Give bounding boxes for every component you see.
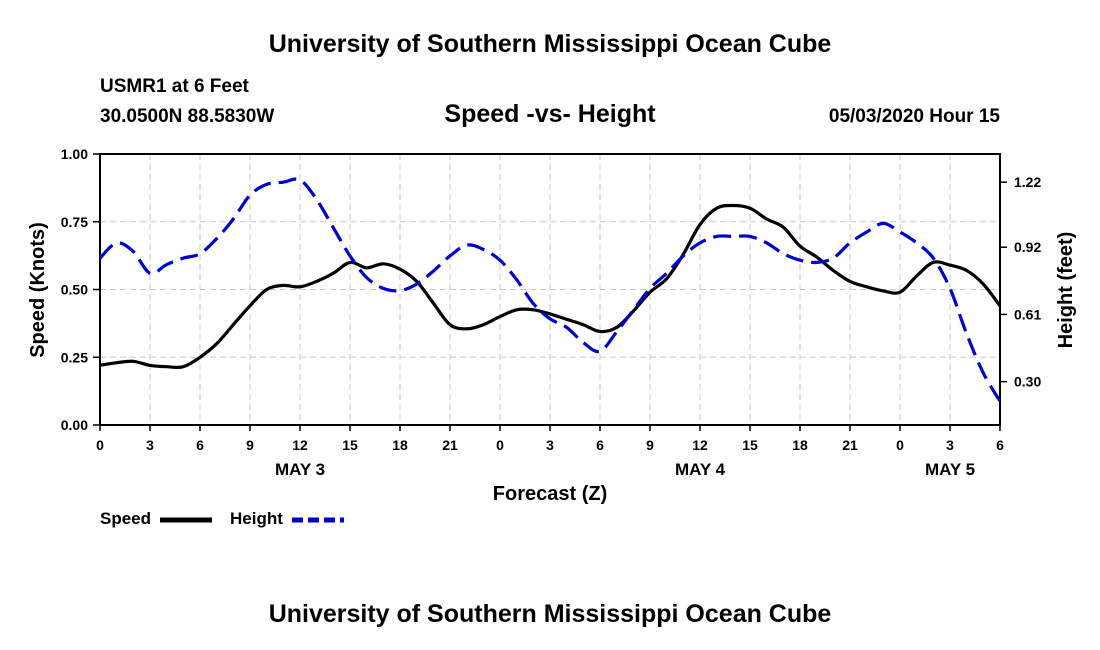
y2-tick-label: 0.30 bbox=[1014, 374, 1041, 390]
footer-title: University of Southern Mississippi Ocean… bbox=[268, 600, 832, 628]
y-tick-label: 1.00 bbox=[61, 146, 88, 162]
y-axis-label: Speed (Knots) bbox=[27, 222, 49, 358]
chart-grid bbox=[100, 154, 1000, 425]
x-tick-label: 9 bbox=[646, 437, 654, 453]
y-tick-label: 0.75 bbox=[61, 214, 88, 230]
station-coordinates: 30.0500N 88.5830W bbox=[100, 106, 275, 127]
x-day-label: MAY 4 bbox=[675, 460, 726, 479]
x-tick-label: 6 bbox=[596, 437, 604, 453]
y-tick-label: 0.00 bbox=[61, 417, 88, 433]
x-tick-label: 3 bbox=[146, 437, 154, 453]
x-tick-label: 0 bbox=[896, 437, 904, 453]
x-tick-label: 21 bbox=[842, 437, 858, 453]
x-tick-label: 15 bbox=[342, 437, 358, 453]
x-tick-label: 12 bbox=[692, 437, 708, 453]
x-tick-label: 6 bbox=[196, 437, 204, 453]
x-tick-label: 18 bbox=[392, 437, 408, 453]
x-tick-label: 6 bbox=[996, 437, 1004, 453]
legend-label-height: Height bbox=[230, 509, 283, 528]
x-axis-label: Forecast (Z) bbox=[493, 483, 607, 505]
y-tick-label: 0.50 bbox=[61, 282, 88, 298]
station-label: USMR1 at 6 Feet bbox=[100, 76, 249, 97]
x-tick-label: 3 bbox=[946, 437, 954, 453]
legend-label-speed: Speed bbox=[100, 509, 152, 528]
x-tick-label: 21 bbox=[442, 437, 458, 453]
x-day-label: MAY 3 bbox=[275, 460, 325, 479]
series-layer bbox=[98, 177, 1002, 403]
series-line-height bbox=[98, 177, 1002, 403]
y2-tick-label: 1.22 bbox=[1014, 174, 1041, 190]
forecast-datestamp: 05/03/2020 Hour 15 bbox=[828, 106, 1000, 127]
x-tick-label: 0 bbox=[496, 437, 504, 453]
y2-axis-label: Height (feet) bbox=[1055, 232, 1077, 349]
x-tick-label: 12 bbox=[292, 437, 308, 453]
x-tick-label: 3 bbox=[546, 437, 554, 453]
x-tick-label: 15 bbox=[742, 437, 758, 453]
y2-tick-label: 0.61 bbox=[1014, 306, 1041, 322]
x-tick-label: 18 bbox=[792, 437, 808, 453]
x-tick-label: 9 bbox=[246, 437, 254, 453]
y2-tick-label: 0.92 bbox=[1014, 239, 1041, 255]
y-tick-label: 0.25 bbox=[61, 349, 88, 365]
series-line-speed bbox=[99, 203, 1002, 370]
page-title: University of Southern Mississippi Ocean… bbox=[268, 30, 832, 58]
chart-subtitle: Speed -vs- Height bbox=[444, 100, 656, 128]
x-day-label: MAY 5 bbox=[925, 460, 975, 479]
axis-ticks: 0 3 6 9 12 15 18 21 0 3 6 9 12 15 18 21 0 3 6 0.00 0.25 0.50 0… bbox=[61, 146, 1042, 479]
x-tick-label: 0 bbox=[96, 437, 104, 453]
